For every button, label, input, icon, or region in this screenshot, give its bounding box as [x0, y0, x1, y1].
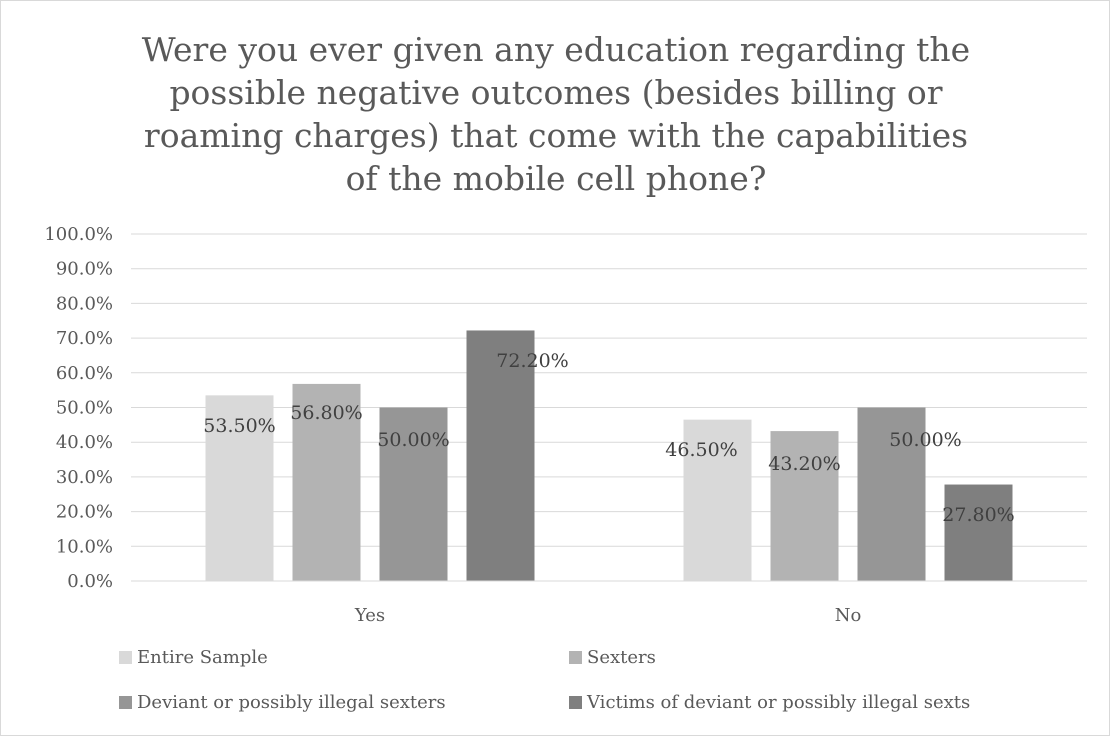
legend-item: Entire Sample: [119, 647, 268, 668]
bar-no-series-4: [944, 484, 1013, 581]
legend-label: Victims of deviant or possibly illegal s…: [586, 692, 970, 713]
bar-yes-series-2: [292, 383, 361, 581]
data-labels: 53.50% 56.80% 50.00% 72.20% 46.50% 43.20% 50.0…: [203, 350, 1014, 526]
data-label: 27.80%: [942, 504, 1014, 526]
x-category-label: Yes: [354, 605, 385, 626]
data-label: 50.00%: [889, 429, 961, 451]
bar-yes-series-4: [466, 330, 535, 581]
y-tick-label: 80.0%: [56, 293, 113, 314]
data-label: 43.20%: [768, 453, 840, 475]
legend-item: Sexters: [569, 647, 656, 668]
chart-title-line: roaming charges) that come with the capa…: [144, 116, 968, 155]
legend-label: Deviant or possibly illegal sexters: [137, 692, 446, 713]
bar-no-series-2: [770, 431, 839, 581]
legend-label: Entire Sample: [137, 647, 268, 668]
data-label: 53.50%: [203, 415, 275, 437]
y-tick-label: 50.0%: [56, 398, 113, 419]
legend-label: Sexters: [587, 647, 656, 668]
chart-title-line: Were you ever given any education regard…: [142, 30, 970, 69]
legend-swatch: [569, 696, 582, 709]
x-category-label: No: [835, 605, 862, 626]
chart-title: Were you ever given any education regard…: [142, 30, 970, 198]
x-axis-categories: Yes No: [354, 605, 861, 626]
bars: [131, 330, 1087, 582]
data-label: 56.80%: [290, 402, 362, 424]
y-tick-label: 70.0%: [56, 328, 113, 349]
y-tick-label: 60.0%: [56, 363, 113, 384]
data-label: 72.20%: [496, 350, 568, 372]
y-tick-label: 30.0%: [56, 467, 113, 488]
y-tick-label: 100.0%: [44, 224, 113, 245]
y-tick-label: 20.0%: [56, 502, 113, 523]
y-tick-label: 10.0%: [56, 536, 113, 557]
legend-item: Victims of deviant or possibly illegal s…: [569, 692, 970, 713]
y-axis-ticks: 0.0% 10.0% 20.0% 30.0% 40.0% 50.0% 60.0% 70.0% 8…: [44, 224, 113, 592]
legend: Entire Sample Sexters Deviant or possibly …: [119, 647, 970, 713]
y-tick-label: 90.0%: [56, 259, 113, 280]
chart-title-line: possible negative outcomes (besides bill…: [169, 73, 942, 112]
legend-item: Deviant or possibly illegal sexters: [119, 692, 446, 713]
legend-swatch: [119, 651, 132, 664]
gridlines: [131, 233, 1087, 582]
data-label: 46.50%: [665, 439, 737, 461]
legend-swatch: [569, 651, 582, 664]
bar-yes-series-3: [379, 407, 448, 581]
y-tick-label: 40.0%: [56, 432, 113, 453]
legend-swatch: [119, 696, 132, 709]
bar-yes-series-1: [205, 395, 274, 581]
data-label: 50.00%: [377, 429, 449, 451]
y-tick-label: 0.0%: [67, 571, 113, 592]
bar-no-series-1: [683, 419, 752, 581]
chart-title-line: of the mobile cell phone?: [346, 159, 767, 198]
bar-no-series-3: [857, 407, 926, 581]
